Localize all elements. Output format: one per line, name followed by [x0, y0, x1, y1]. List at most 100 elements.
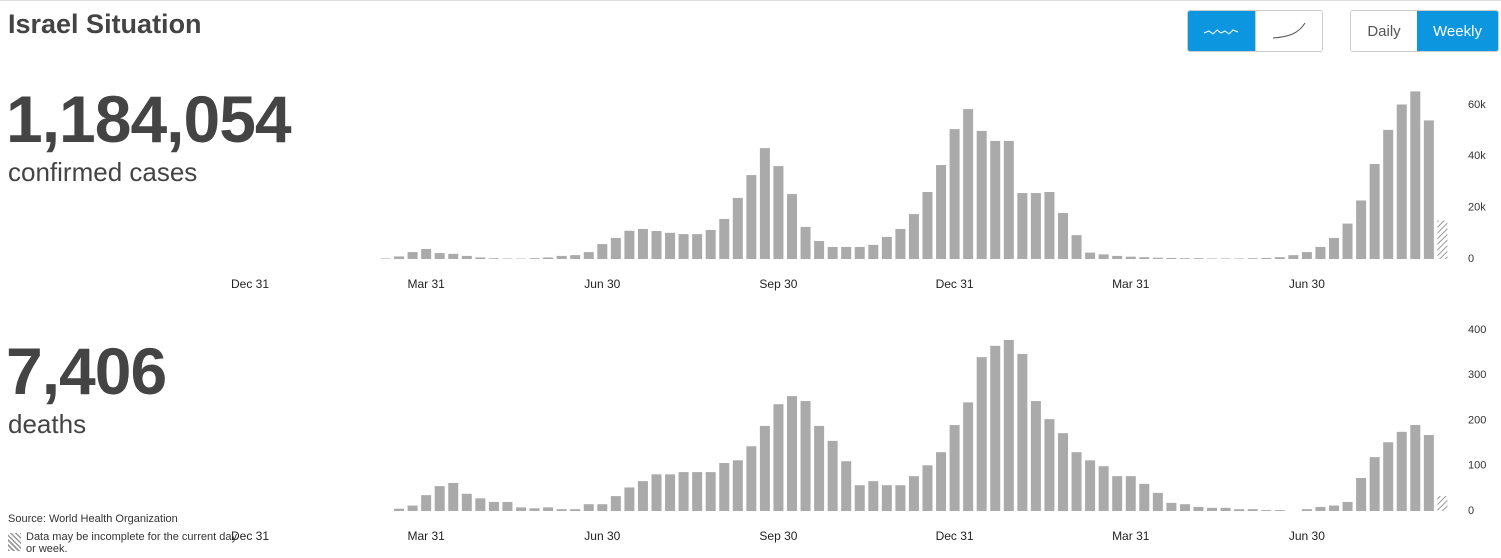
bar	[1058, 433, 1068, 511]
bar	[1274, 510, 1285, 511]
bar	[1166, 502, 1177, 511]
x-tick-label: Jun 30	[584, 529, 620, 543]
bar	[1329, 237, 1339, 259]
weekly-button[interactable]: Weekly	[1417, 11, 1498, 51]
bar	[1247, 509, 1258, 511]
bar	[1044, 419, 1055, 511]
bar	[624, 487, 635, 511]
x-tick-label: Jun 30	[1289, 277, 1325, 291]
bar	[1071, 235, 1082, 259]
bar	[949, 425, 960, 511]
bar	[475, 498, 486, 511]
bar	[665, 474, 676, 511]
bar	[827, 440, 838, 511]
bar	[963, 402, 974, 511]
bar	[976, 357, 987, 511]
linear-button[interactable]	[1188, 11, 1255, 51]
bar	[461, 255, 472, 259]
bar	[692, 234, 703, 259]
bar	[1166, 257, 1177, 259]
bar	[1423, 434, 1434, 511]
period-toggle: Daily Weekly	[1350, 10, 1499, 52]
x-tick-label: Dec 31	[231, 529, 269, 543]
x-tick-label: Dec 31	[936, 277, 974, 291]
bar	[502, 258, 513, 259]
bar	[1383, 129, 1394, 259]
bar	[637, 481, 648, 511]
bar	[990, 140, 1001, 259]
bar	[678, 234, 689, 259]
bar	[637, 228, 648, 259]
bar	[787, 396, 797, 511]
bar	[1044, 192, 1055, 259]
bar	[1329, 505, 1339, 511]
bar	[1247, 258, 1258, 259]
bar	[759, 425, 770, 511]
bar	[1423, 120, 1434, 260]
bar	[841, 246, 852, 259]
log-icon	[1272, 22, 1306, 39]
bar	[719, 463, 730, 511]
bar	[529, 508, 540, 511]
bar	[1085, 460, 1096, 511]
x-tick-label: Mar 31	[407, 277, 445, 291]
bar	[1179, 258, 1190, 259]
bar	[1342, 501, 1353, 511]
bar	[610, 496, 621, 511]
cases-total: 1,184,054	[6, 82, 292, 156]
bar	[922, 192, 933, 259]
bar	[543, 507, 554, 511]
bar	[1396, 431, 1407, 511]
x-tick-label: Jun 30	[584, 277, 620, 291]
log-button[interactable]	[1254, 11, 1322, 51]
bar	[678, 472, 689, 511]
bar	[936, 452, 947, 511]
bar	[908, 476, 919, 511]
bar	[1220, 258, 1231, 259]
bar	[1139, 257, 1150, 259]
bar	[908, 214, 919, 259]
bar	[1030, 401, 1041, 511]
bar	[773, 404, 784, 511]
bar	[841, 461, 852, 511]
bar	[583, 252, 594, 259]
x-tick-label: Sep 30	[759, 277, 797, 291]
bar	[1356, 200, 1367, 259]
bar	[1437, 496, 1448, 511]
scale-toggle	[1187, 10, 1323, 52]
bar	[705, 229, 716, 259]
bar	[1085, 252, 1096, 259]
bar	[475, 257, 486, 259]
bar	[434, 253, 445, 259]
bar	[787, 194, 797, 259]
bar	[597, 504, 608, 511]
bar	[746, 175, 757, 259]
bar	[556, 255, 567, 259]
page-title: Israel Situation	[8, 9, 202, 39]
bar	[1383, 442, 1394, 511]
bar	[1003, 140, 1014, 259]
bar	[800, 401, 811, 511]
bar	[1139, 483, 1150, 511]
bar	[570, 255, 581, 259]
x-tick-label: Dec 31	[231, 277, 269, 291]
bar	[597, 244, 608, 259]
bar	[529, 258, 540, 259]
bar	[1058, 213, 1068, 259]
bar	[448, 482, 459, 511]
bar	[1003, 339, 1014, 511]
bar	[854, 246, 865, 259]
daily-button[interactable]: Daily	[1351, 11, 1417, 51]
bar	[651, 474, 662, 511]
x-tick-label: Jun 30	[1289, 529, 1325, 543]
x-tick-label: Mar 31	[1112, 529, 1150, 543]
x-tick-label: Sep 30	[759, 529, 797, 543]
bar	[1369, 457, 1380, 511]
y-tick-label: 400	[1468, 324, 1486, 336]
bar	[1152, 492, 1163, 511]
bar	[1234, 509, 1245, 511]
bar	[448, 253, 459, 259]
bar	[827, 246, 838, 259]
y-tick-label: 200	[1468, 414, 1486, 426]
